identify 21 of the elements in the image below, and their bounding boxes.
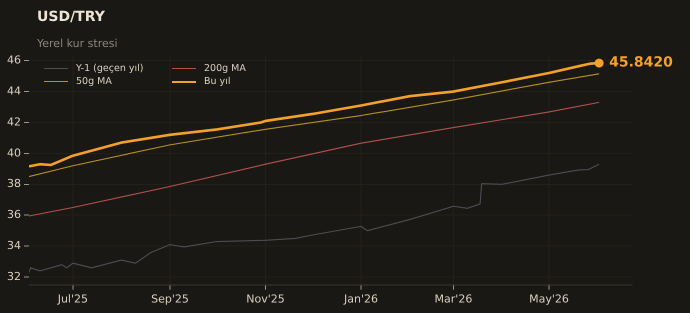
- y-tick-label: 36: [6, 208, 21, 222]
- legend-label: Bu yıl: [204, 76, 230, 87]
- x-tick-label: May'26: [529, 292, 569, 306]
- x-tick-label: Jul'25: [56, 292, 88, 306]
- legend-label: Y-1 (geçen yıl): [76, 63, 144, 74]
- y-tick-label: 46: [6, 53, 21, 66]
- y-tick-label: 38: [6, 177, 21, 190]
- chart-title: USD/TRY: [37, 9, 105, 25]
- y-tick-label: 34: [6, 239, 21, 252]
- legend-label: 200g MA: [204, 63, 246, 74]
- chart-subtitle: Yerel kur stresi: [37, 37, 118, 50]
- y-tick-label: 42: [6, 115, 21, 128]
- x-tick-label: Sep'25: [151, 292, 189, 306]
- legend-label: 50g MA: [76, 76, 112, 87]
- y-tick-label: 44: [6, 84, 21, 98]
- y-tick-label: 40: [6, 146, 21, 160]
- y-tick-label: 32: [6, 270, 21, 283]
- annotation: 45.8420: [609, 54, 674, 71]
- x-tick-label: Nov'25: [246, 292, 285, 306]
- x-tick-label: Jan'26: [343, 292, 378, 306]
- x-tick-label: Mar'26: [434, 292, 472, 306]
